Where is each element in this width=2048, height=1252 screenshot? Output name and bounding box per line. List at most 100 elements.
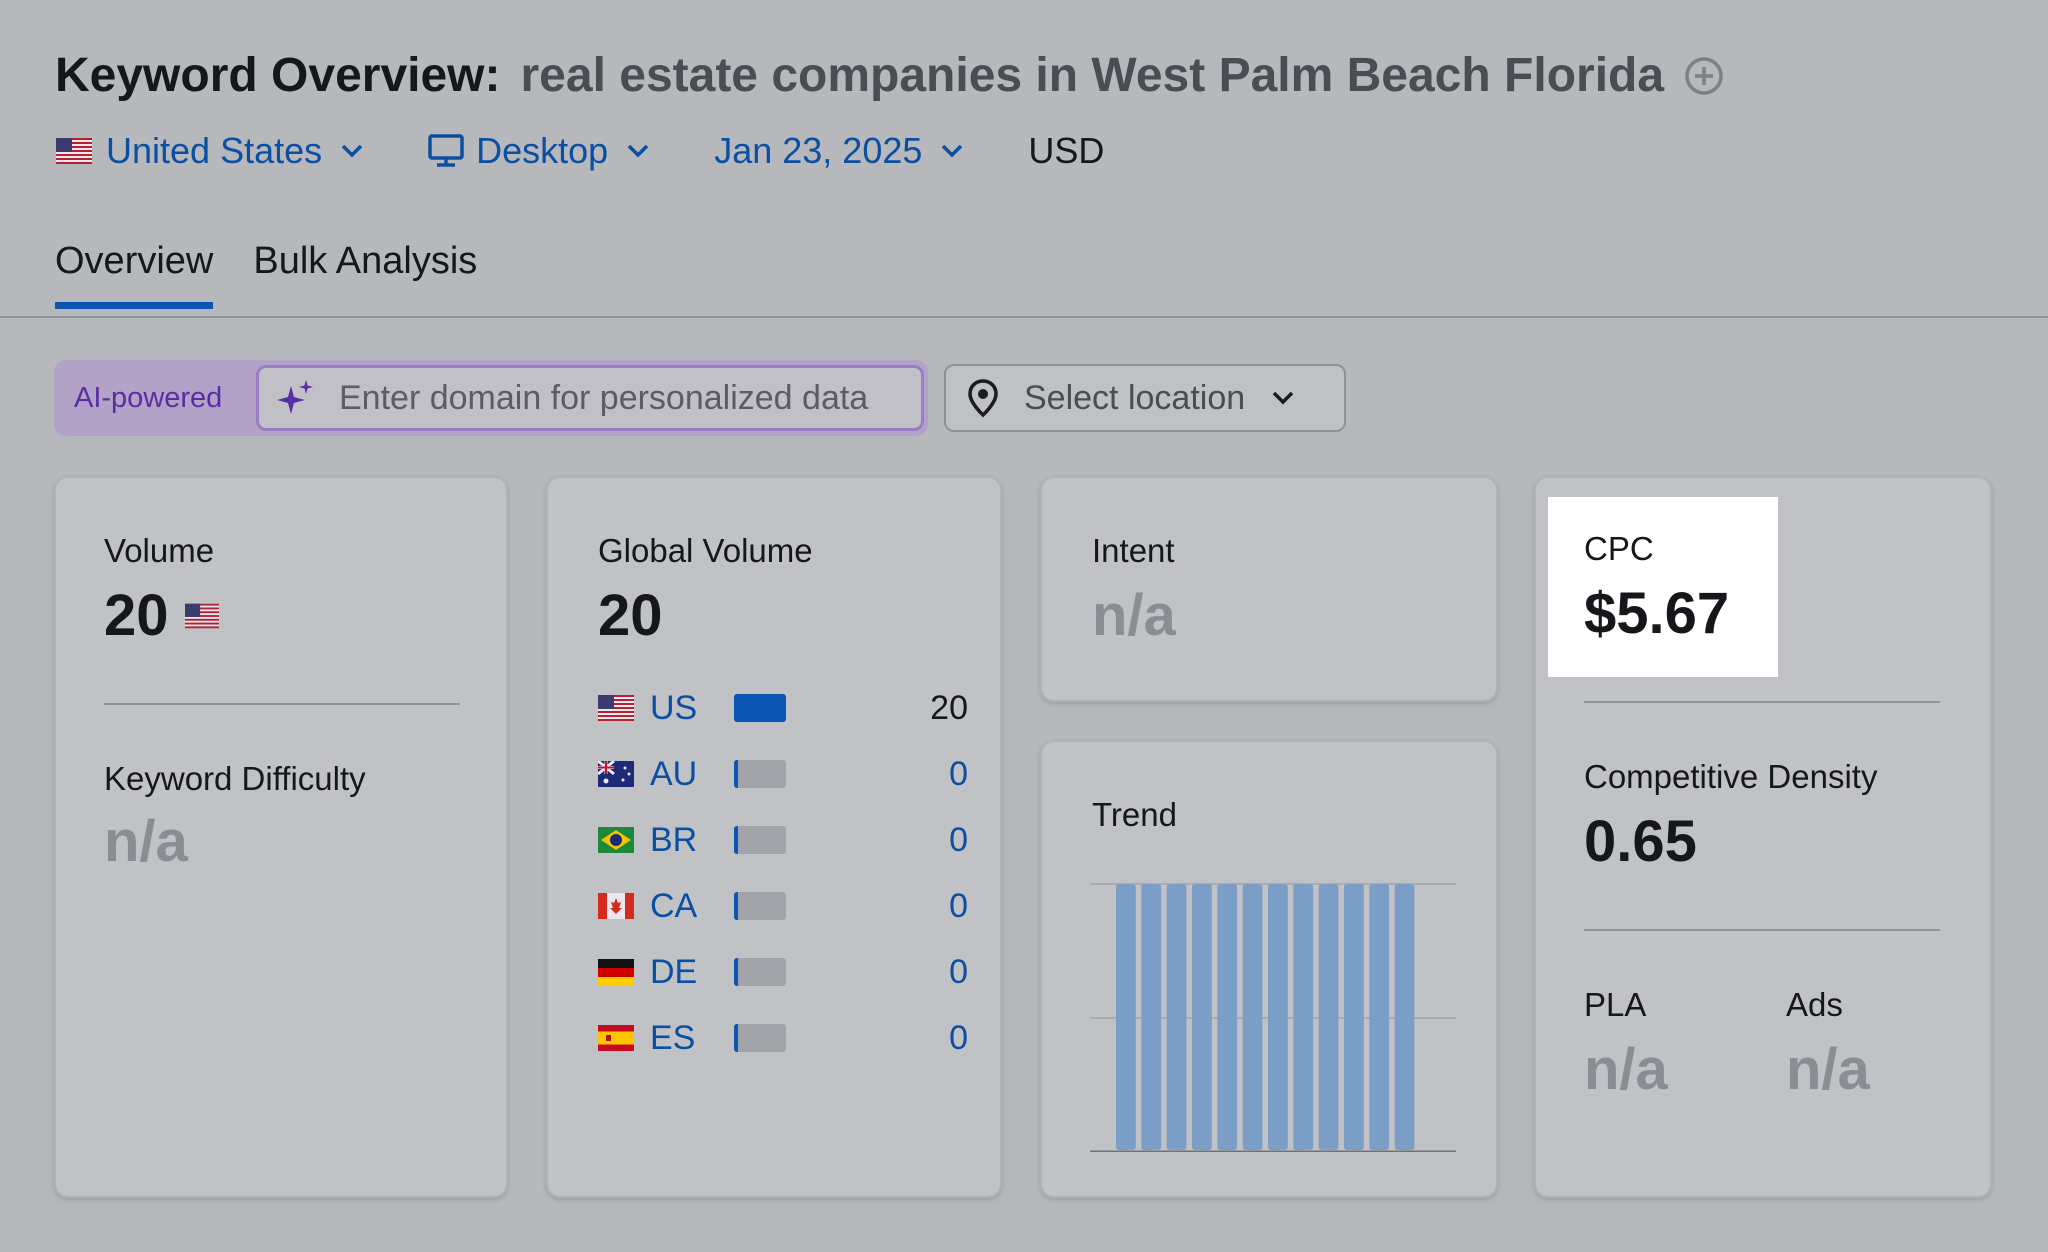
tab-bulk-analysis[interactable]: Bulk Analysis bbox=[253, 240, 478, 282]
volume-value-row: 20 bbox=[104, 582, 219, 649]
tab-overview[interactable]: Overview bbox=[55, 240, 214, 309]
trend-bar[interactable] bbox=[1242, 884, 1263, 1150]
chevron-down-icon bbox=[341, 144, 363, 158]
date-selector[interactable]: Jan 23, 2025 bbox=[714, 130, 964, 172]
us-flag-icon bbox=[56, 138, 92, 164]
ads-label: Ads bbox=[1786, 986, 1843, 1023]
cpc-highlight bbox=[1548, 497, 1778, 677]
trend-bar[interactable] bbox=[1369, 884, 1390, 1150]
pla-label: PLA bbox=[1584, 986, 1647, 1023]
country-share-bar bbox=[734, 1024, 786, 1052]
country-volume: 0 bbox=[949, 754, 968, 793]
volume-label: Volume bbox=[104, 532, 215, 569]
volume-card: Volume 20 Keyword Difficulty n/a bbox=[54, 476, 508, 1198]
keyword-title: real estate companies in West Palm Beach… bbox=[520, 49, 1665, 102]
chevron-down-icon bbox=[942, 144, 963, 158]
location-select[interactable]: Select location bbox=[944, 364, 1346, 432]
filter-bar: United States Desktop Jan 23, 2025 USD bbox=[56, 130, 1104, 172]
trend-bar[interactable] bbox=[1166, 884, 1187, 1150]
country-share-bar bbox=[734, 892, 786, 920]
country-share-bar bbox=[734, 760, 786, 788]
competitive-density-label: Competitive Density bbox=[1584, 758, 1878, 795]
country-row-es[interactable]: ES 0 bbox=[598, 1018, 968, 1058]
domain-input-wrapper[interactable] bbox=[256, 365, 924, 431]
location-pin-icon bbox=[968, 379, 998, 418]
country-selector[interactable]: United States bbox=[56, 130, 364, 172]
country-share-bar bbox=[734, 826, 786, 854]
trend-chart bbox=[1090, 883, 1456, 1152]
country-row-au[interactable]: AU 0 bbox=[598, 754, 968, 794]
volume-value: 20 bbox=[104, 583, 169, 648]
trend-label: Trend bbox=[1092, 796, 1177, 833]
competitive-density-value: 0.65 bbox=[1584, 809, 1697, 874]
ca-flag-icon bbox=[598, 893, 634, 919]
trend-bar[interactable] bbox=[1141, 884, 1162, 1150]
cpc-label: CPC bbox=[1584, 530, 1654, 567]
domain-input[interactable] bbox=[339, 378, 919, 418]
country-share-bar bbox=[734, 694, 786, 722]
keyword-difficulty-label: Keyword Difficulty bbox=[104, 760, 366, 797]
country-code: AU bbox=[650, 754, 698, 793]
intent-label: Intent bbox=[1092, 532, 1175, 569]
de-flag-icon bbox=[598, 959, 634, 985]
keyword-difficulty-value: n/a bbox=[104, 809, 188, 874]
page-title-row: Keyword Overview: real estate companies … bbox=[55, 48, 1724, 103]
tab-divider bbox=[0, 316, 2048, 318]
divider bbox=[1584, 929, 1940, 931]
country-label: United States bbox=[106, 130, 323, 171]
intent-value: n/a bbox=[1092, 583, 1176, 648]
au-flag-icon bbox=[598, 761, 634, 787]
ads-value: n/a bbox=[1786, 1037, 1870, 1102]
country-row-br[interactable]: BR 0 bbox=[598, 820, 968, 860]
sparkle-icon bbox=[277, 380, 313, 414]
trend-bar[interactable] bbox=[1344, 884, 1364, 1150]
ai-powered-badge: AI-powered bbox=[74, 381, 223, 414]
pla-value: n/a bbox=[1584, 1037, 1668, 1102]
country-row-de[interactable]: DE 0 bbox=[598, 952, 968, 992]
currency-label: USD bbox=[1028, 130, 1105, 171]
trend-bar[interactable] bbox=[1217, 884, 1238, 1150]
date-label: Jan 23, 2025 bbox=[714, 130, 923, 171]
global-volume-label: Global Volume bbox=[598, 532, 813, 569]
ai-personalization-box: AI-powered bbox=[54, 360, 928, 436]
global-volume-value: 20 bbox=[598, 583, 663, 648]
trend-bar[interactable] bbox=[1268, 884, 1288, 1150]
trend-bar[interactable] bbox=[1293, 884, 1314, 1150]
chevron-down-icon bbox=[627, 144, 649, 158]
country-code: ES bbox=[650, 1018, 696, 1057]
tab-bar: Overview Bulk Analysis bbox=[55, 240, 517, 309]
page-title: Keyword Overview: bbox=[55, 49, 501, 102]
country-row-ca[interactable]: CA 0 bbox=[598, 886, 968, 926]
cpc-value: $5.67 bbox=[1584, 581, 1730, 646]
country-share-bar bbox=[734, 958, 786, 986]
country-row-us[interactable]: US 20 bbox=[598, 688, 968, 728]
country-volume: 0 bbox=[949, 1018, 968, 1057]
country-code: US bbox=[650, 688, 698, 727]
country-code: DE bbox=[650, 952, 698, 991]
country-volume: 0 bbox=[949, 886, 968, 925]
us-flag-icon bbox=[598, 695, 634, 721]
br-flag-icon bbox=[598, 827, 634, 853]
desktop-icon bbox=[428, 134, 464, 167]
trend-bar[interactable] bbox=[1318, 884, 1339, 1150]
device-selector[interactable]: Desktop bbox=[428, 130, 650, 172]
country-code: CA bbox=[650, 886, 698, 925]
trend-bar[interactable] bbox=[1394, 884, 1415, 1150]
device-label: Desktop bbox=[476, 130, 609, 171]
divider bbox=[1584, 701, 1940, 703]
es-flag-icon bbox=[598, 1025, 634, 1051]
location-placeholder: Select location bbox=[1024, 378, 1246, 417]
chevron-down-icon bbox=[1272, 391, 1294, 405]
us-flag-icon bbox=[184, 603, 219, 628]
country-volume: 0 bbox=[949, 952, 968, 991]
country-volume: 0 bbox=[949, 820, 968, 859]
country-volume: 20 bbox=[930, 688, 968, 727]
trend-bar[interactable] bbox=[1116, 884, 1136, 1150]
country-code: BR bbox=[650, 820, 698, 859]
global-volume-card: Global Volume 20 US 20 AU bbox=[546, 476, 1002, 1198]
add-circle-icon[interactable] bbox=[1684, 56, 1724, 96]
intent-card: Intent n/a bbox=[1040, 476, 1498, 702]
divider bbox=[104, 703, 460, 705]
trend-bar[interactable] bbox=[1192, 884, 1212, 1150]
trend-card: Trend bbox=[1040, 740, 1498, 1198]
